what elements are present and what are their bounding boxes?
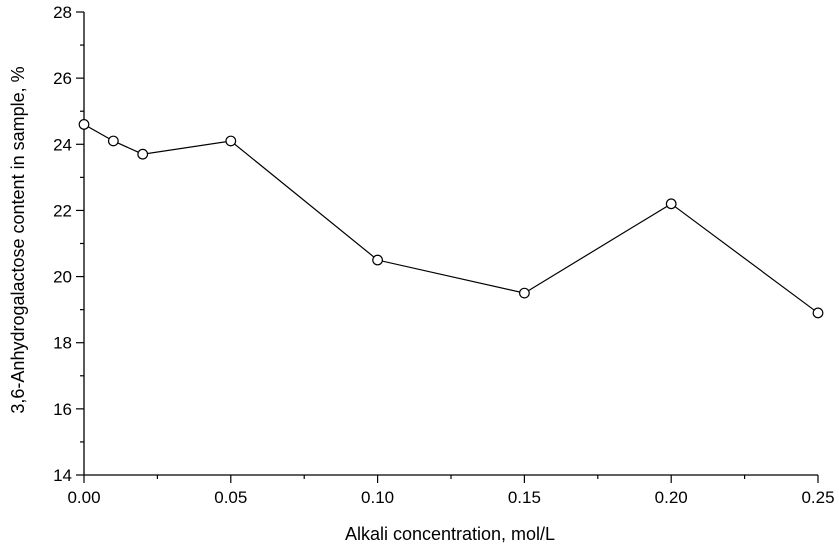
x-tick-label: 0.00 — [67, 488, 100, 507]
y-tick-label: 20 — [53, 268, 72, 287]
x-tick-label: 0.10 — [361, 488, 394, 507]
data-point — [372, 254, 384, 266]
axis-ticks: 0.00 0.05 0.10 0.15 0.20 0.25 14 16 18 20 22 24 26 28 — [53, 3, 834, 507]
x-tick-label: 0.15 — [508, 488, 541, 507]
data-point — [137, 148, 149, 160]
x-tick-label: 0.25 — [801, 488, 834, 507]
data-point — [78, 119, 90, 130]
x-tick-label: 0.20 — [655, 488, 688, 507]
y-tick-label: 18 — [53, 334, 72, 353]
data-point — [665, 198, 677, 210]
x-axis-title: Alkali concentration, mol/L — [345, 524, 555, 544]
x-tick-label: 0.05 — [214, 488, 247, 507]
y-tick-label: 24 — [53, 135, 72, 154]
data-point — [225, 135, 237, 147]
y-axis-title: 3,6-Anhydrogalactose content in sample, … — [8, 66, 28, 413]
series-layer — [78, 119, 824, 319]
y-tick-label: 14 — [53, 466, 72, 485]
data-point — [812, 307, 824, 319]
data-point — [107, 135, 119, 147]
data-point — [519, 287, 530, 299]
y-tick-label: 22 — [53, 201, 72, 220]
y-tick-label: 26 — [53, 69, 72, 88]
series-line — [83, 123, 819, 314]
chart-axes — [83, 12, 818, 476]
y-tick-label: 28 — [53, 3, 72, 22]
y-tick-label: 16 — [53, 400, 72, 419]
